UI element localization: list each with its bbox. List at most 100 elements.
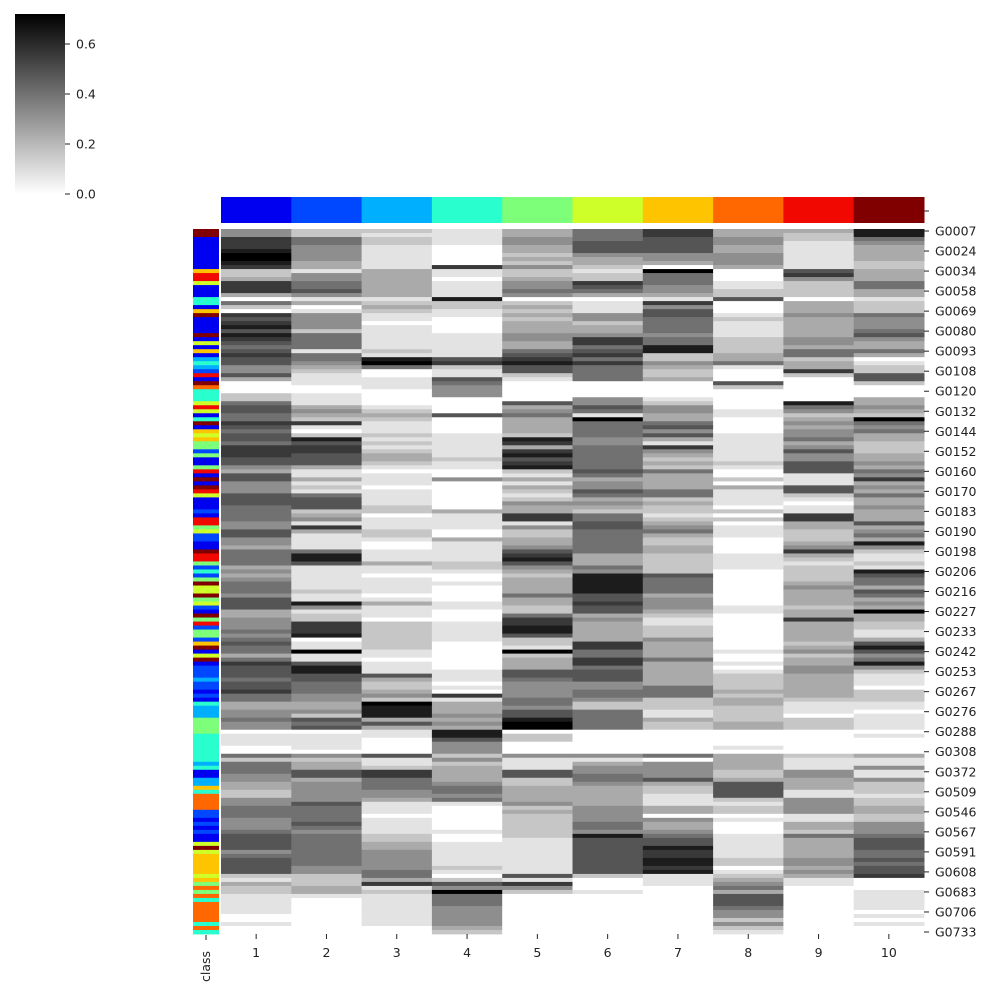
heatmap-cell	[572, 253, 644, 258]
heatmap-cell	[502, 737, 573, 743]
heatmap-cell	[713, 673, 784, 679]
heatmap-cell	[572, 289, 644, 294]
heatmap-cell	[291, 369, 363, 374]
colorbar-tick-label: 0.0	[76, 187, 96, 202]
heatmap-cell	[572, 293, 644, 298]
heatmap-cell	[853, 801, 925, 807]
heatmap-cell	[221, 405, 292, 410]
heatmap-cell	[853, 889, 925, 895]
heatmap-cell	[291, 565, 363, 570]
heatmap-cell	[713, 597, 784, 602]
heatmap-cell	[783, 781, 855, 787]
heatmap-cell	[221, 429, 292, 434]
row-class-color	[193, 561, 219, 566]
heatmap-cell	[642, 757, 714, 763]
heatmap-cell	[502, 813, 573, 819]
heatmap-cell	[572, 569, 644, 574]
heatmap-cell	[221, 669, 292, 675]
heatmap-cell	[502, 481, 573, 486]
heatmap-cell	[713, 665, 784, 671]
heatmap-cell	[853, 313, 925, 318]
heatmap-cell	[221, 293, 292, 298]
row-class-color	[193, 461, 219, 466]
heatmap-cell	[783, 837, 855, 843]
heatmap-cell	[783, 401, 855, 406]
heatmap-cell	[853, 825, 925, 831]
heatmap-cell	[572, 461, 644, 466]
heatmap-cell	[642, 597, 714, 602]
heatmap-cell	[221, 825, 292, 831]
heatmap-cell	[221, 865, 292, 871]
heatmap-cell	[783, 609, 855, 614]
row-tick-label: G0198	[935, 544, 977, 559]
heatmap-cell	[642, 261, 714, 266]
heatmap-cell	[783, 237, 855, 242]
heatmap-cell	[783, 265, 855, 270]
heatmap-cell	[221, 317, 292, 322]
heatmap-cell	[783, 733, 855, 739]
row-class-color	[193, 433, 219, 438]
row-tick-label: G0144	[935, 424, 977, 439]
heatmap-cell	[221, 433, 292, 438]
heatmap-cell	[502, 721, 573, 727]
heatmap-cell	[853, 449, 925, 454]
heatmap-cell	[572, 521, 644, 526]
column-color-7	[642, 197, 714, 223]
heatmap-cell	[783, 693, 855, 699]
heatmap-cell	[431, 541, 503, 546]
heatmap-cell	[572, 481, 644, 486]
heatmap-cell	[713, 705, 784, 711]
heatmap-cell	[431, 601, 503, 606]
heatmap-cell	[221, 513, 292, 518]
heatmap-cell	[572, 769, 644, 775]
heatmap-cell	[502, 597, 573, 602]
heatmap-cell	[572, 357, 644, 362]
heatmap-cell	[502, 533, 573, 538]
heatmap-cell	[713, 493, 784, 498]
heatmap-cell	[783, 269, 855, 274]
heatmap-cell	[502, 757, 573, 763]
heatmap-cell	[221, 653, 292, 659]
heatmap-cell	[502, 325, 573, 330]
heatmap-cell	[291, 333, 363, 338]
heatmap-cell	[572, 433, 644, 438]
heatmap-cell	[713, 313, 784, 318]
heatmap-cell	[361, 789, 433, 795]
row-class-color	[193, 685, 219, 691]
heatmap-cell	[853, 581, 925, 586]
heatmap-cell	[713, 593, 784, 598]
heatmap-cell	[713, 569, 784, 574]
heatmap-cell	[783, 241, 855, 246]
heatmap-cell	[502, 909, 573, 915]
heatmap-cell	[221, 909, 292, 915]
row-class-color	[193, 525, 219, 530]
heatmap-cell	[361, 885, 433, 891]
heatmap-cell	[783, 409, 855, 414]
heatmap-cell	[783, 861, 855, 867]
heatmap-cell	[502, 605, 573, 610]
heatmap-cell	[361, 537, 433, 542]
heatmap-cell	[361, 305, 433, 310]
heatmap-cell	[361, 397, 433, 402]
heatmap-cell	[783, 417, 855, 422]
heatmap-cell	[853, 569, 925, 574]
heatmap-cell	[431, 805, 503, 811]
heatmap-cell	[713, 357, 784, 362]
heatmap-cell	[642, 441, 714, 446]
heatmap-cell	[291, 877, 363, 883]
heatmap-cell	[291, 261, 363, 266]
row-class-color	[193, 233, 219, 238]
heatmap-cell	[431, 881, 503, 887]
heatmap-cell	[783, 517, 855, 522]
heatmap-cell	[642, 297, 714, 302]
heatmap-cell	[853, 905, 925, 911]
heatmap-cell	[291, 461, 363, 466]
heatmap-cell	[291, 649, 363, 655]
heatmap-cell	[502, 273, 573, 278]
row-class-color	[193, 853, 219, 859]
heatmap-cell	[431, 625, 503, 630]
heatmap-cell	[853, 929, 925, 935]
heatmap-cell	[783, 729, 855, 735]
heatmap-cell	[783, 529, 855, 534]
row-class-color	[193, 449, 219, 454]
